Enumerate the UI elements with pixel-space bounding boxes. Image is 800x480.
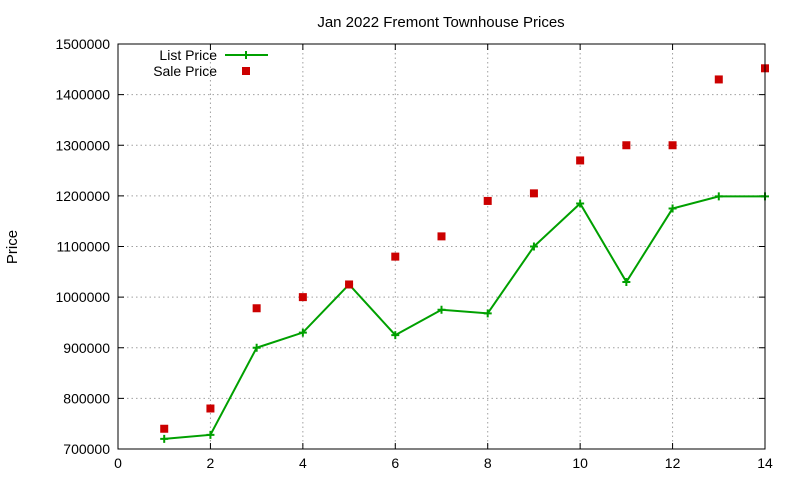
list-price-point bbox=[529, 242, 538, 251]
chart-title: Jan 2022 Fremont Townhouse Prices bbox=[317, 14, 564, 31]
sale-price-point bbox=[252, 304, 261, 313]
sale-price-point bbox=[668, 141, 677, 150]
list-price-point bbox=[298, 328, 307, 337]
sale-price-point bbox=[714, 75, 723, 84]
x-tick-label: 6 bbox=[391, 455, 399, 471]
sale-price-point bbox=[206, 404, 215, 413]
list-price-point bbox=[714, 192, 723, 201]
y-tick-label: 1100000 bbox=[57, 239, 111, 255]
grid bbox=[118, 44, 765, 449]
y-axis-label: Price bbox=[4, 230, 21, 264]
plot-border bbox=[117, 43, 766, 450]
sale-price-point bbox=[576, 156, 585, 165]
x-tick-label: 12 bbox=[665, 455, 681, 471]
sale-price-point bbox=[298, 293, 307, 302]
sale-price-point bbox=[345, 280, 354, 289]
x-tick-label: 0 bbox=[114, 455, 122, 471]
y-tick-label: 900000 bbox=[63, 340, 110, 356]
list-price-point bbox=[252, 343, 261, 352]
plot-area bbox=[160, 64, 769, 443]
legend-label: List Price bbox=[159, 47, 217, 63]
sale-price-point bbox=[622, 141, 631, 150]
x-tick-label: 4 bbox=[299, 455, 307, 471]
sale-price-point bbox=[483, 196, 492, 205]
legend-plus-marker bbox=[242, 51, 250, 59]
x-tick-label: 10 bbox=[572, 455, 588, 471]
list-price-point bbox=[206, 430, 215, 439]
list-price-point bbox=[437, 305, 446, 314]
y-tick-label: 1300000 bbox=[55, 137, 110, 153]
sale-price-point bbox=[160, 424, 169, 433]
y-tick-label: 1000000 bbox=[55, 289, 110, 305]
x-tick-label: 14 bbox=[757, 455, 773, 471]
list-price-point bbox=[483, 309, 492, 318]
sale-price-point bbox=[391, 252, 400, 261]
y-tick-label: 700000 bbox=[63, 441, 110, 457]
list-price-point bbox=[622, 277, 631, 286]
axis-ticks: 0 2 4 6 8 10 12 14 700000 800000 900000 1000000 1100… bbox=[55, 36, 773, 471]
y-tick-label: 1200000 bbox=[55, 188, 110, 204]
list-price-line bbox=[164, 195, 765, 440]
y-tick-label: 800000 bbox=[63, 390, 110, 406]
list-price-point bbox=[160, 434, 169, 443]
x-tick-label: 8 bbox=[484, 455, 492, 471]
y-tick-label: 1500000 bbox=[55, 36, 110, 52]
y-tick-label: 1400000 bbox=[55, 87, 110, 103]
sale-price-point bbox=[529, 189, 538, 198]
sale-price-point bbox=[437, 232, 446, 241]
legend-label: Sale Price bbox=[153, 63, 217, 79]
list-price-point bbox=[391, 331, 400, 340]
x-tick-label: 2 bbox=[207, 455, 215, 471]
legend-square-marker bbox=[242, 67, 250, 75]
list-price-point bbox=[576, 199, 585, 208]
list-price-point bbox=[668, 204, 677, 213]
